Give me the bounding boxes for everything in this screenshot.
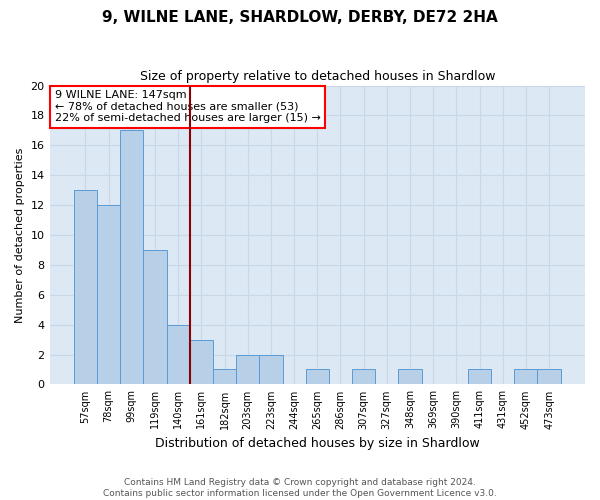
X-axis label: Distribution of detached houses by size in Shardlow: Distribution of detached houses by size … xyxy=(155,437,479,450)
Bar xyxy=(74,190,97,384)
Text: 9, WILNE LANE, SHARDLOW, DERBY, DE72 2HA: 9, WILNE LANE, SHARDLOW, DERBY, DE72 2HA xyxy=(102,10,498,25)
Text: 9 WILNE LANE: 147sqm
← 78% of detached houses are smaller (53)
22% of semi-detac: 9 WILNE LANE: 147sqm ← 78% of detached h… xyxy=(55,90,321,123)
Title: Size of property relative to detached houses in Shardlow: Size of property relative to detached ho… xyxy=(140,70,495,83)
Bar xyxy=(305,370,329,384)
Bar xyxy=(97,205,120,384)
Bar xyxy=(236,354,259,384)
Bar xyxy=(143,250,167,384)
Text: Contains HM Land Registry data © Crown copyright and database right 2024.
Contai: Contains HM Land Registry data © Crown c… xyxy=(103,478,497,498)
Bar xyxy=(213,370,236,384)
Bar xyxy=(514,370,538,384)
Bar xyxy=(398,370,422,384)
Bar xyxy=(167,324,190,384)
Bar xyxy=(190,340,213,384)
Bar xyxy=(352,370,375,384)
Bar xyxy=(468,370,491,384)
Bar xyxy=(259,354,283,384)
Bar xyxy=(120,130,143,384)
Y-axis label: Number of detached properties: Number of detached properties xyxy=(15,148,25,322)
Bar xyxy=(538,370,560,384)
